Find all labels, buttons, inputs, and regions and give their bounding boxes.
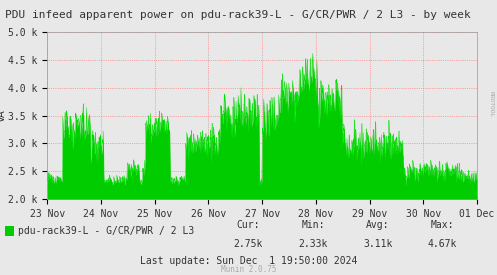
Text: pdu-rack39-L - G/CR/PWR / 2 L3: pdu-rack39-L - G/CR/PWR / 2 L3 [18, 226, 194, 236]
Text: Cur:: Cur: [237, 220, 260, 230]
Text: 2.75k: 2.75k [234, 239, 263, 249]
Text: Max:: Max: [430, 220, 454, 230]
Text: 2.33k: 2.33k [298, 239, 328, 249]
Text: Last update: Sun Dec  1 19:50:00 2024: Last update: Sun Dec 1 19:50:00 2024 [140, 256, 357, 266]
Text: RRDTOOL: RRDTOOL [489, 91, 494, 118]
Text: Avg:: Avg: [366, 220, 390, 230]
Text: Min:: Min: [301, 220, 325, 230]
Text: 4.67k: 4.67k [427, 239, 457, 249]
Text: PDU infeed apparent power on pdu-rack39-L - G/CR/PWR / 2 L3 - by week: PDU infeed apparent power on pdu-rack39-… [5, 10, 471, 20]
Text: 3.11k: 3.11k [363, 239, 393, 249]
Y-axis label: VA: VA [0, 109, 7, 122]
Text: Munin 2.0.75: Munin 2.0.75 [221, 265, 276, 274]
